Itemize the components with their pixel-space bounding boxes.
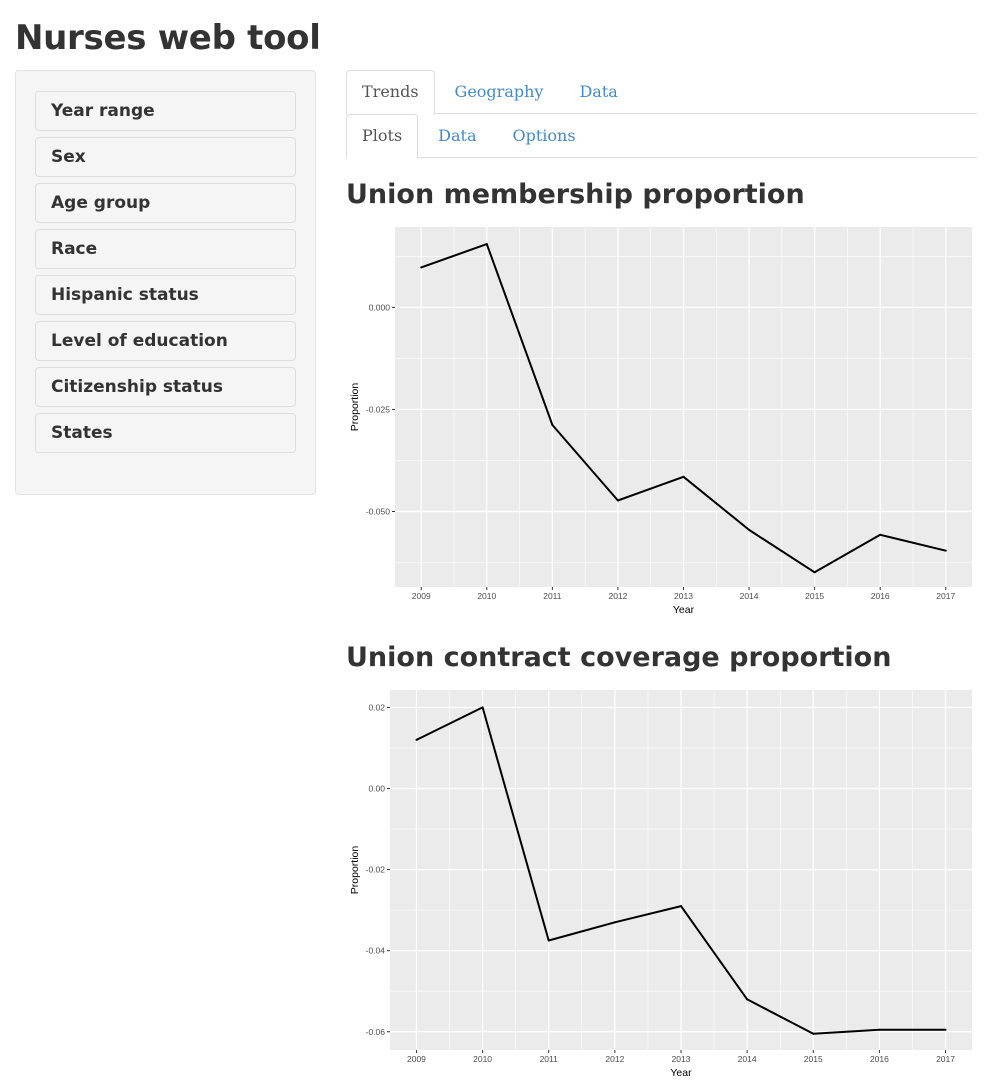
x-tick-label: 2014 bbox=[738, 1054, 757, 1064]
y-tick-label: 0.00 bbox=[368, 784, 385, 794]
coverage-chart: 2009 2010 2011 2012 2013 2014 2015 2016 2017 0.02… bbox=[349, 690, 972, 1079]
tab-trends[interactable]: Trends bbox=[346, 70, 435, 115]
data-point bbox=[420, 266, 423, 269]
filter-hispanic-status[interactable]: Hispanic status bbox=[35, 275, 296, 315]
y-axis-title: Proportion bbox=[349, 383, 361, 432]
y-tick-label: -0.02 bbox=[366, 865, 386, 875]
y-tick-label: 0.02 bbox=[368, 702, 385, 712]
y-tick-label: -0.050 bbox=[366, 506, 390, 516]
filter-year-range[interactable]: Year range bbox=[35, 91, 296, 131]
tab-sub-data[interactable]: Data bbox=[438, 126, 477, 145]
tab-data[interactable]: Data bbox=[579, 82, 618, 101]
data-point bbox=[748, 528, 751, 531]
tab-options[interactable]: Options bbox=[512, 126, 576, 145]
x-tick-label: 2016 bbox=[871, 591, 890, 601]
data-point bbox=[485, 243, 488, 246]
data-point bbox=[415, 738, 418, 741]
filter-level-of-education[interactable]: Level of education bbox=[35, 321, 296, 361]
data-point bbox=[812, 1032, 815, 1035]
x-tick-label: 2017 bbox=[936, 591, 955, 601]
y-tick-label: -0.025 bbox=[366, 404, 390, 414]
app-title: Nurses web tool bbox=[15, 18, 321, 58]
filter-sex[interactable]: Sex bbox=[35, 137, 296, 177]
x-tick-label: 2012 bbox=[608, 591, 627, 601]
filter-age-group[interactable]: Age group bbox=[35, 183, 296, 223]
data-point bbox=[944, 549, 947, 552]
x-tick-label: 2017 bbox=[936, 1054, 955, 1064]
x-tick-label: 2010 bbox=[477, 591, 496, 601]
coverage-plot-title: Union contract coverage proportion bbox=[346, 642, 892, 673]
y-tick-label: -0.04 bbox=[366, 946, 386, 956]
data-point bbox=[613, 921, 616, 924]
data-point bbox=[879, 533, 882, 536]
data-point bbox=[616, 499, 619, 502]
x-tick-label: 2016 bbox=[870, 1054, 889, 1064]
x-tick-label: 2015 bbox=[805, 591, 824, 601]
data-point bbox=[944, 1028, 947, 1031]
y-tick-label: 0.000 bbox=[369, 302, 391, 312]
x-tick-label: 2015 bbox=[804, 1054, 823, 1064]
data-point bbox=[481, 706, 484, 709]
tab-plots[interactable]: Plots bbox=[346, 114, 419, 159]
filter-citizenship-status[interactable]: Citizenship status bbox=[35, 367, 296, 407]
data-point bbox=[547, 939, 550, 942]
x-tick-label: 2011 bbox=[543, 591, 562, 601]
x-axis-title: Year bbox=[673, 604, 695, 616]
x-axis-title: Year bbox=[670, 1067, 692, 1079]
x-tick-label: 2014 bbox=[740, 591, 759, 601]
data-point bbox=[551, 423, 554, 426]
sub-tabs: Plots Data Options bbox=[346, 114, 977, 159]
x-tick-label: 2009 bbox=[412, 591, 431, 601]
sidebar-filter-panel: Year range Sex Age group Race Hispanic s… bbox=[15, 70, 316, 495]
membership-plot-title: Union membership proportion bbox=[346, 179, 805, 210]
main-tabs: Trends Geography Data bbox=[346, 70, 977, 115]
filter-race[interactable]: Race bbox=[35, 229, 296, 269]
x-tick-label: 2012 bbox=[605, 1054, 624, 1064]
y-axis-title: Proportion bbox=[349, 846, 361, 895]
tab-geography[interactable]: Geography bbox=[454, 82, 544, 101]
x-tick-label: 2013 bbox=[674, 591, 693, 601]
x-tick-label: 2011 bbox=[540, 1054, 559, 1064]
data-point bbox=[746, 998, 749, 1001]
data-point bbox=[878, 1028, 881, 1031]
data-point bbox=[813, 571, 816, 574]
data-point bbox=[682, 475, 685, 478]
x-tick-label: 2009 bbox=[407, 1054, 426, 1064]
x-tick-label: 2010 bbox=[473, 1054, 492, 1064]
membership-chart: 2009 2010 2011 2012 2013 2014 2015 2016 2017 0.00… bbox=[349, 227, 972, 616]
x-tick-label: 2013 bbox=[672, 1054, 691, 1064]
filter-states[interactable]: States bbox=[35, 413, 296, 453]
data-point bbox=[680, 905, 682, 908]
y-tick-label: -0.06 bbox=[366, 1027, 386, 1037]
